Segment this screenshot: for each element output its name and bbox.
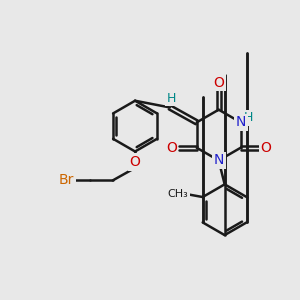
Text: O: O <box>261 141 272 155</box>
Text: O: O <box>130 155 140 169</box>
Text: Br: Br <box>59 173 74 188</box>
Text: CH₃: CH₃ <box>167 189 188 199</box>
Text: O: O <box>166 141 177 155</box>
Text: H: H <box>243 111 253 124</box>
Text: H: H <box>167 92 176 105</box>
Text: N: N <box>214 154 224 167</box>
Text: O: O <box>213 76 224 90</box>
Text: N: N <box>236 116 246 129</box>
